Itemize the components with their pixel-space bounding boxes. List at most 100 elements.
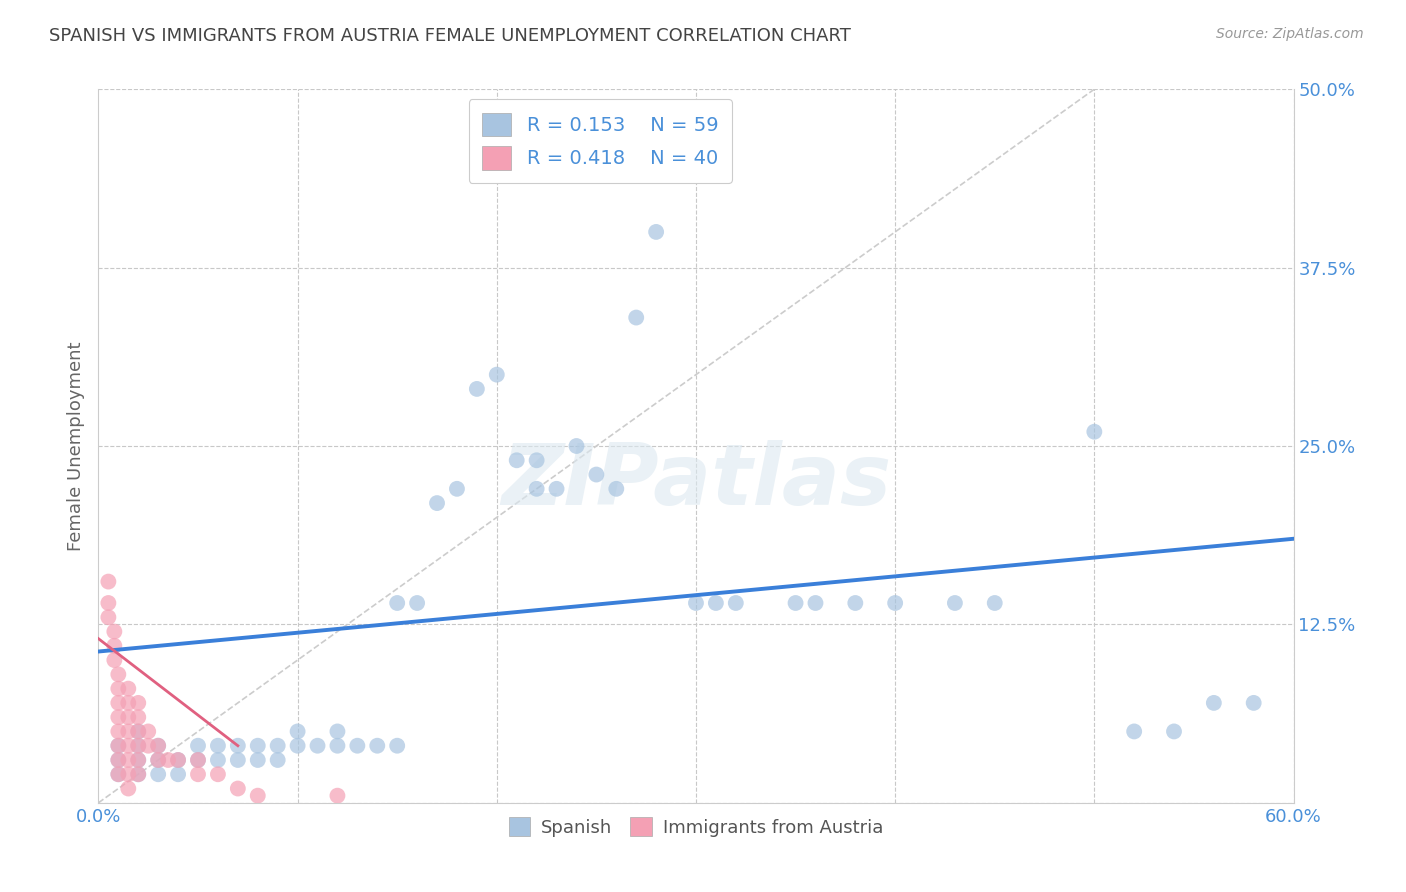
- Point: [246, 739, 269, 753]
- Point: [148, 767, 170, 781]
- Point: [426, 496, 449, 510]
- Point: [117, 739, 139, 753]
- Point: [724, 596, 747, 610]
- Point: [127, 724, 149, 739]
- Point: [136, 739, 159, 753]
- Point: [167, 767, 190, 781]
- Point: [117, 724, 139, 739]
- Point: [526, 453, 548, 467]
- Legend: Spanish, Immigrants from Austria: Spanish, Immigrants from Austria: [502, 810, 890, 844]
- Point: [585, 467, 607, 482]
- Point: [1163, 724, 1185, 739]
- Point: [157, 753, 180, 767]
- Point: [645, 225, 668, 239]
- Point: [1202, 696, 1225, 710]
- Point: [127, 767, 149, 781]
- Point: [626, 310, 648, 325]
- Point: [226, 753, 249, 767]
- Point: [117, 696, 139, 710]
- Point: [127, 739, 149, 753]
- Point: [226, 781, 249, 796]
- Point: [107, 667, 129, 681]
- Point: [346, 739, 368, 753]
- Point: [117, 681, 139, 696]
- Point: [136, 724, 159, 739]
- Point: [385, 596, 409, 610]
- Point: [307, 739, 329, 753]
- Point: [546, 482, 568, 496]
- Point: [207, 767, 229, 781]
- Point: [226, 739, 249, 753]
- Point: [187, 767, 209, 781]
- Point: [207, 739, 229, 753]
- Point: [127, 753, 149, 767]
- Point: [117, 781, 139, 796]
- Point: [465, 382, 488, 396]
- Point: [984, 596, 1007, 610]
- Point: [804, 596, 827, 610]
- Point: [167, 753, 190, 767]
- Point: [267, 753, 290, 767]
- Point: [127, 710, 149, 724]
- Point: [884, 596, 907, 610]
- Text: ZIPatlas: ZIPatlas: [501, 440, 891, 524]
- Point: [685, 596, 707, 610]
- Point: [103, 653, 125, 667]
- Point: [704, 596, 727, 610]
- Y-axis label: Female Unemployment: Female Unemployment: [66, 342, 84, 550]
- Text: Source: ZipAtlas.com: Source: ZipAtlas.com: [1216, 27, 1364, 41]
- Point: [107, 724, 129, 739]
- Point: [127, 696, 149, 710]
- Point: [127, 753, 149, 767]
- Point: [97, 610, 120, 624]
- Point: [148, 753, 170, 767]
- Point: [485, 368, 508, 382]
- Point: [526, 482, 548, 496]
- Point: [246, 789, 269, 803]
- Point: [187, 753, 209, 767]
- Point: [107, 767, 129, 781]
- Point: [167, 753, 190, 767]
- Point: [127, 724, 149, 739]
- Point: [1243, 696, 1265, 710]
- Point: [207, 753, 229, 767]
- Point: [287, 724, 309, 739]
- Point: [103, 639, 125, 653]
- Point: [187, 753, 209, 767]
- Point: [148, 739, 170, 753]
- Point: [127, 739, 149, 753]
- Point: [1123, 724, 1146, 739]
- Text: SPANISH VS IMMIGRANTS FROM AUSTRIA FEMALE UNEMPLOYMENT CORRELATION CHART: SPANISH VS IMMIGRANTS FROM AUSTRIA FEMAL…: [49, 27, 851, 45]
- Point: [506, 453, 529, 467]
- Point: [326, 724, 349, 739]
- Point: [326, 789, 349, 803]
- Point: [107, 753, 129, 767]
- Point: [943, 596, 966, 610]
- Point: [326, 739, 349, 753]
- Point: [605, 482, 627, 496]
- Point: [785, 596, 807, 610]
- Point: [107, 710, 129, 724]
- Point: [446, 482, 468, 496]
- Point: [385, 739, 409, 753]
- Point: [107, 739, 129, 753]
- Point: [844, 596, 866, 610]
- Point: [127, 767, 149, 781]
- Point: [107, 767, 129, 781]
- Point: [117, 753, 139, 767]
- Point: [565, 439, 588, 453]
- Point: [107, 696, 129, 710]
- Point: [148, 753, 170, 767]
- Point: [107, 739, 129, 753]
- Point: [246, 753, 269, 767]
- Point: [97, 596, 120, 610]
- Point: [97, 574, 120, 589]
- Point: [117, 710, 139, 724]
- Point: [107, 681, 129, 696]
- Point: [107, 753, 129, 767]
- Point: [117, 767, 139, 781]
- Point: [406, 596, 429, 610]
- Point: [267, 739, 290, 753]
- Point: [366, 739, 388, 753]
- Point: [287, 739, 309, 753]
